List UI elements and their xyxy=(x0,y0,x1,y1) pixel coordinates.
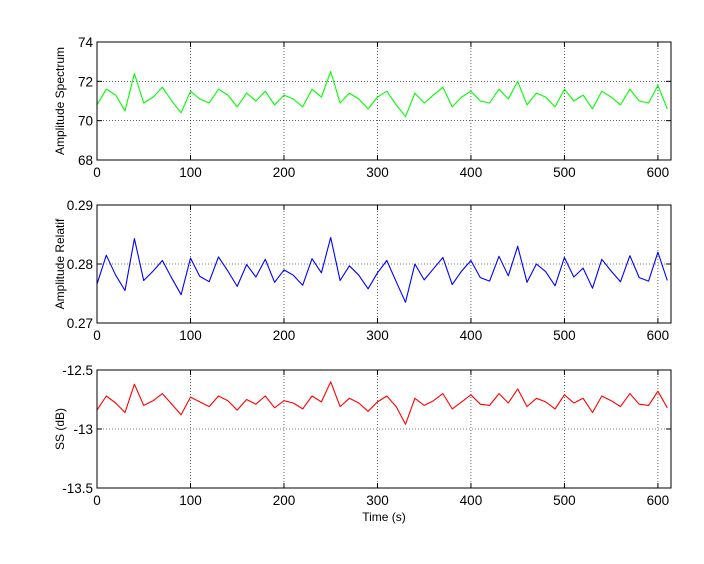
series-line xyxy=(96,381,668,425)
x-tick-label: 400 xyxy=(460,165,483,180)
y-tick-label: 0.28 xyxy=(67,257,93,272)
x-tick-label: 500 xyxy=(553,493,576,508)
x-tick-label: 100 xyxy=(179,328,202,343)
x-tick-label: 200 xyxy=(273,493,296,508)
y-tick-label: 0.29 xyxy=(67,198,93,213)
x-tick-label: 0 xyxy=(93,328,101,343)
y-axis-label: Amplitude Spectrum xyxy=(53,47,67,155)
y-tick-label: -13.5 xyxy=(62,481,93,496)
x-tick-label: 300 xyxy=(366,165,389,180)
x-tick-label: 300 xyxy=(366,493,389,508)
x-tick-label: 600 xyxy=(647,493,670,508)
x-tick-label: 200 xyxy=(273,328,296,343)
y-tick-label: 70 xyxy=(78,114,93,129)
x-tick-label: 500 xyxy=(553,328,576,343)
y-tick-label: -12.5 xyxy=(62,363,93,378)
x-tick-label: 500 xyxy=(553,165,576,180)
series-line xyxy=(96,70,668,118)
x-axis-label: Time (s) xyxy=(362,510,406,524)
y-tick-label: 68 xyxy=(78,153,93,168)
y-tick-label: -13 xyxy=(73,422,93,437)
x-tick-label: 200 xyxy=(273,165,296,180)
axes-frame xyxy=(96,41,672,161)
y-axis-label: Amplitude Relatif xyxy=(53,218,67,309)
x-tick-label: 400 xyxy=(460,493,483,508)
x-tick-label: 600 xyxy=(647,165,670,180)
x-tick-label: 0 xyxy=(93,493,101,508)
x-tick-label: 400 xyxy=(460,328,483,343)
subplot-1: 0 100 200 300 400 500 600 68 70 72 74 Amplitude Spe… xyxy=(53,35,672,180)
y-tick-label: 72 xyxy=(78,74,93,89)
y-axis-label: SS (dB) xyxy=(53,408,67,450)
axes-background xyxy=(97,42,671,160)
x-tick-label: 300 xyxy=(366,328,389,343)
x-tick-label: 600 xyxy=(647,328,670,343)
y-tick-label: 74 xyxy=(78,35,94,50)
subplot-2: 0 100 200 300 400 500 600 0.27 0.28 0.29Amplitude… xyxy=(53,198,672,343)
x-tick-label: 0 xyxy=(93,165,101,180)
subplots: 0 100 200 300 400 500 600 68 70 72 74 Amplitude Spe… xyxy=(53,35,672,524)
axes-background xyxy=(97,370,671,488)
y-tick-label: 0.27 xyxy=(67,316,93,331)
x-tick-label: 100 xyxy=(179,493,202,508)
x-tick-label: 100 xyxy=(179,165,202,180)
subplot-3: 0 100 200 300 400 500 600 -13.5 -13 -12.5 SS (dB) T… xyxy=(53,363,672,524)
series-line xyxy=(96,236,668,303)
